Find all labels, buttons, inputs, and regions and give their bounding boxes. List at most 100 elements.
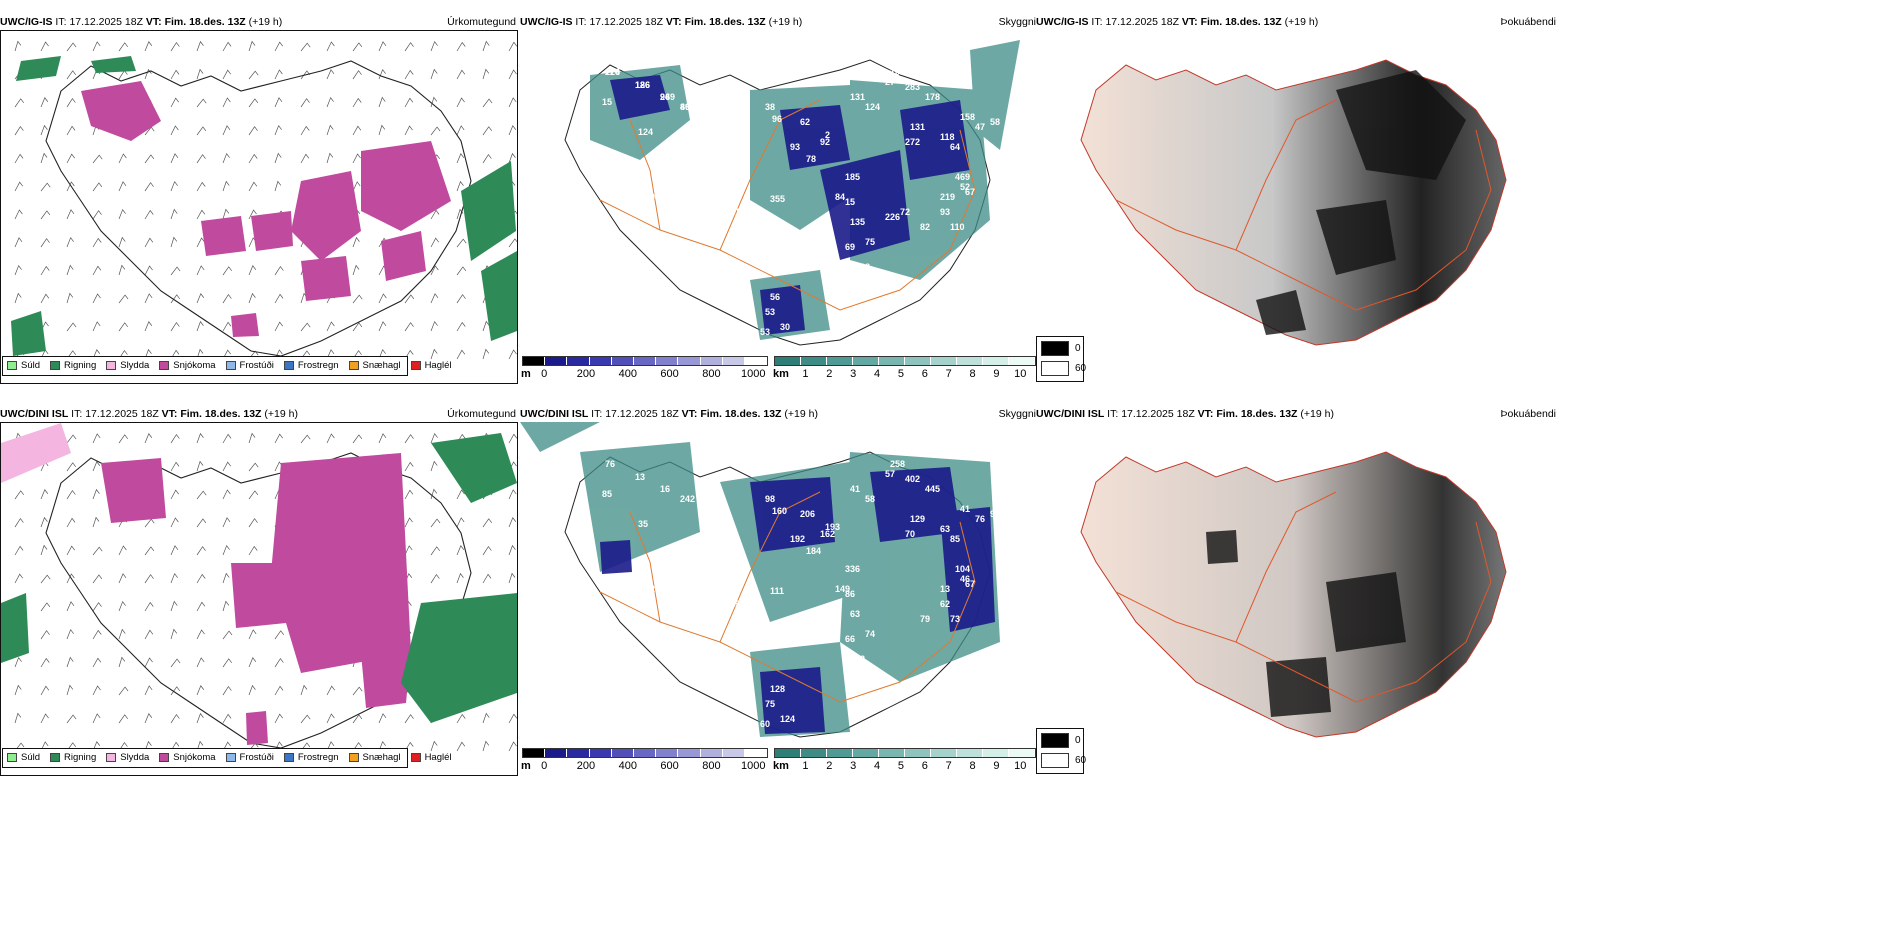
wind-barb [378, 96, 386, 108]
cloud-base-label: 41 [850, 484, 860, 494]
colorbar-cell [545, 357, 568, 365]
cloud-base-label: 76 [975, 514, 985, 524]
wind-barb [456, 266, 467, 276]
wind-barb [274, 433, 283, 444]
wind-barb [196, 740, 204, 752]
wind-barb [274, 180, 282, 192]
wind-barb [222, 433, 232, 444]
wind-barb [170, 517, 179, 528]
precip-panel-row2: UWC/DINI ISL IT: 17.12.2025 18Z VT: Fim.… [0, 406, 520, 776]
cloud-base-label: 204 [645, 192, 660, 202]
wind-barb [144, 41, 153, 52]
wind-barb [170, 489, 179, 500]
wind-barb [118, 181, 127, 192]
wind-barb [326, 433, 335, 444]
wind-barb [300, 98, 310, 108]
wind-barb [274, 293, 284, 304]
cloud-base-label: 193 [825, 522, 840, 532]
wind-barb [196, 712, 204, 724]
precip-legend: Súld Rigning Slydda Snjókoma Frostúði Fr… [2, 356, 452, 376]
wind-barb [14, 656, 22, 668]
wind-barb [222, 489, 231, 500]
legend-label: Slydda [120, 360, 150, 371]
colorbar-cell [957, 357, 983, 365]
wind-barb [170, 461, 180, 472]
wind-barb [404, 69, 414, 80]
wind-barb [404, 97, 414, 108]
cloud-base-label: 57 [885, 469, 895, 479]
fog-legend-top-label: 0 [1075, 343, 1081, 354]
cloud-base-label: 13 [635, 472, 645, 482]
wind-barb [92, 741, 101, 752]
vt-label: VT: [145, 16, 162, 28]
legend-item-slydda: Slydda [106, 360, 149, 371]
wind-barb [352, 42, 363, 52]
wind-barb [196, 657, 205, 668]
wind-barb [66, 181, 75, 192]
wind-barb [92, 321, 101, 332]
wind-barb [482, 320, 490, 332]
legend-swatch [410, 753, 421, 762]
wind-barb [274, 265, 284, 276]
wind-barb [456, 349, 466, 360]
cloud-base-label: 56 [770, 292, 780, 302]
colorbar-tick: 2 [826, 368, 833, 380]
colorbar-tick: 9 [993, 760, 1000, 772]
cloud-base-label: 129 [910, 514, 925, 524]
wind-barb [14, 712, 22, 724]
colorbar-cell [801, 749, 827, 757]
wind-barb [300, 684, 308, 696]
wind-barb [144, 209, 154, 220]
wind-barb [40, 210, 51, 220]
wind-barb [66, 628, 74, 640]
cloud-base-label: 110 [950, 222, 965, 232]
colorbar-cell [700, 357, 723, 365]
wind-barb [404, 322, 414, 332]
wind-barb [14, 40, 22, 52]
wind-barb [248, 545, 258, 556]
fog-dark-areas [1256, 70, 1466, 335]
legend-label: Rigning [64, 360, 97, 371]
cloud-base-label: 72 [900, 207, 910, 217]
wind-barb [222, 517, 231, 528]
wind-barb [144, 685, 153, 696]
field-name: Skyggni [998, 16, 1036, 28]
legend-swatch [348, 753, 359, 762]
wind-barb [326, 685, 335, 696]
wind-barb [92, 713, 101, 724]
cloud-base-label: 126 [635, 80, 650, 90]
wind-barb [40, 97, 49, 108]
colorbar-cell [744, 357, 768, 365]
wind-barb [430, 126, 441, 136]
cloud-base-label: 66 [845, 634, 855, 644]
colorbar-cell [567, 357, 590, 365]
cloud-base-label: 107 [890, 67, 905, 77]
fog-dark-areas [1206, 530, 1406, 717]
legend-label: Súld [21, 752, 41, 763]
wind-barb [196, 126, 207, 136]
cloud-base-label: 30 [780, 322, 790, 332]
wind-barb [170, 69, 180, 80]
colorbar-cell [801, 357, 827, 365]
cloud-base-label: 92 [855, 654, 865, 664]
wind-barb [222, 572, 230, 584]
wind-barb [404, 714, 414, 724]
wind-barb [508, 238, 517, 248]
wind-barb [66, 545, 75, 556]
cloud-base-label: 27 [885, 77, 895, 87]
wind-barb [170, 208, 178, 220]
cloud-base-label: 76 [605, 459, 615, 469]
it-label: IT: [575, 16, 587, 28]
colorbar-tick: 1 [802, 368, 809, 380]
it-label: IT: [1091, 16, 1103, 28]
wind-barb [92, 685, 101, 696]
wind-barb [222, 544, 230, 556]
legend-item-sudl: Súld [7, 752, 40, 763]
wind-barb [352, 70, 362, 80]
wind-barb [118, 434, 129, 444]
iceland-outline [45, 60, 472, 357]
fog-legend-bottom-label: 60 [1075, 363, 1087, 374]
wind-barb [170, 545, 179, 556]
wind-barb [222, 461, 231, 472]
cloud-base-label: 64 [950, 142, 960, 152]
